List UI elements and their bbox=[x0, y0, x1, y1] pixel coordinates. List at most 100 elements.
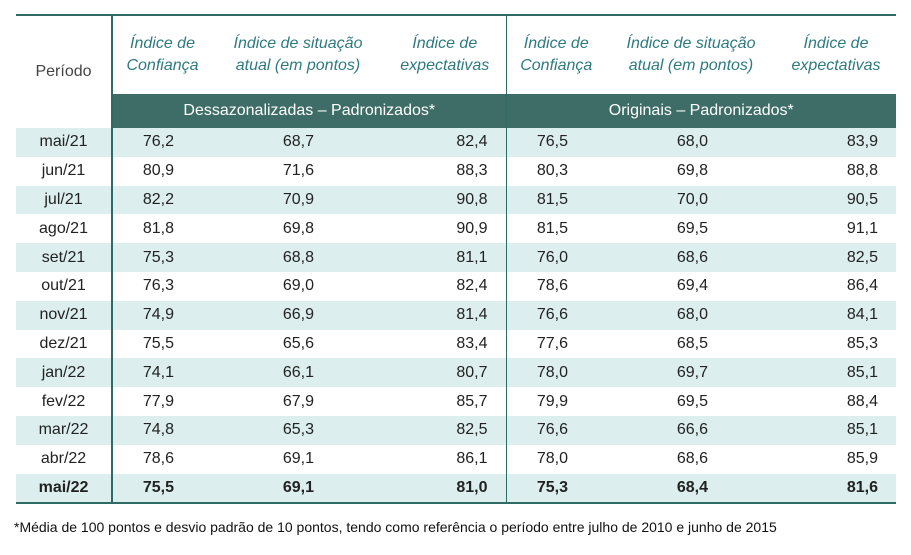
value-cell: 74,8 bbox=[112, 415, 212, 445]
col-header-confidence-orig: Índice de Confiança bbox=[506, 14, 606, 94]
value-cell: 69,7 bbox=[606, 358, 776, 388]
period-cell: fev/22 bbox=[16, 387, 113, 416]
value-cell: 78,0 bbox=[506, 358, 606, 388]
table-row: jan/22 74,1 66,1 80,7 78,0 69,7 85,1 bbox=[16, 358, 896, 388]
value-cell: 81,5 bbox=[506, 185, 606, 215]
value-cell: 82,2 bbox=[112, 185, 212, 215]
value-cell: 66,9 bbox=[212, 300, 384, 330]
value-cell: 68,6 bbox=[606, 444, 776, 474]
col-header-confidence-sa: Índice de Confiança bbox=[112, 14, 212, 94]
col-header-current-situation-orig: Índice de situação atual (em pontos) bbox=[606, 14, 776, 94]
period-cell: set/21 bbox=[16, 243, 113, 272]
value-cell: 85,1 bbox=[776, 358, 896, 388]
value-cell: 74,1 bbox=[112, 358, 212, 388]
value-cell: 78,0 bbox=[506, 444, 606, 474]
value-cell: 90,9 bbox=[384, 214, 507, 244]
period-cell: jul/21 bbox=[16, 185, 113, 215]
value-cell: 80,3 bbox=[506, 156, 606, 186]
value-cell: 68,7 bbox=[212, 128, 384, 157]
table-row: fev/22 77,9 67,9 85,7 79,9 69,5 88,4 bbox=[16, 387, 896, 416]
value-cell: 81,4 bbox=[384, 300, 507, 330]
value-cell: 81,0 bbox=[384, 473, 507, 505]
table-body: mai/21 76,2 68,7 82,4 76,5 68,0 83,9 jun/21 80,9… bbox=[16, 128, 896, 505]
value-cell: 69,1 bbox=[212, 444, 384, 474]
group-header-seasonally-adjusted: Dessazonalizadas – Padronizados* bbox=[112, 94, 507, 128]
value-cell: 66,6 bbox=[606, 415, 776, 445]
value-cell: 75,3 bbox=[112, 243, 212, 272]
value-cell: 70,9 bbox=[212, 185, 384, 215]
value-cell: 86,1 bbox=[384, 444, 507, 474]
value-cell: 82,5 bbox=[384, 415, 507, 445]
period-cell: abr/22 bbox=[16, 444, 113, 474]
value-cell: 81,8 bbox=[112, 214, 212, 244]
value-cell: 68,0 bbox=[606, 300, 776, 330]
value-cell: 85,7 bbox=[384, 387, 507, 416]
value-cell: 86,4 bbox=[776, 271, 896, 301]
value-cell: 69,1 bbox=[212, 473, 384, 505]
value-cell: 76,5 bbox=[506, 128, 606, 157]
period-header: Período bbox=[16, 14, 113, 128]
value-cell: 68,8 bbox=[212, 243, 384, 272]
value-cell: 85,9 bbox=[776, 444, 896, 474]
column-header-row: Período Índice de Confiança Índice de sit… bbox=[16, 14, 896, 128]
value-cell: 88,4 bbox=[776, 387, 896, 416]
value-cell: 81,6 bbox=[776, 473, 896, 505]
value-cell: 85,3 bbox=[776, 329, 896, 359]
value-cell: 75,5 bbox=[112, 329, 212, 359]
table-row: dez/21 75,5 65,6 83,4 77,6 68,5 85,3 bbox=[16, 329, 896, 359]
value-cell: 71,6 bbox=[212, 156, 384, 186]
table-row: abr/22 78,6 69,1 86,1 78,0 68,6 85,9 bbox=[16, 444, 896, 474]
period-cell: jan/22 bbox=[16, 358, 113, 388]
value-cell: 74,9 bbox=[112, 300, 212, 330]
value-cell: 84,1 bbox=[776, 300, 896, 330]
col-header-expectations-sa: Índice de expectativas bbox=[384, 14, 507, 94]
table-row: out/21 76,3 69,0 82,4 78,6 69,4 86,4 bbox=[16, 271, 896, 301]
value-cell: 80,9 bbox=[112, 156, 212, 186]
value-cell: 82,5 bbox=[776, 243, 896, 272]
value-cell: 65,3 bbox=[212, 415, 384, 445]
table-row: jul/21 82,2 70,9 90,8 81,5 70,0 90,5 bbox=[16, 185, 896, 215]
value-cell: 78,6 bbox=[112, 444, 212, 474]
table-row: jun/21 80,9 71,6 88,3 80,3 69,8 88,8 bbox=[16, 156, 896, 186]
period-cell: dez/21 bbox=[16, 329, 113, 359]
value-cell: 80,7 bbox=[384, 358, 507, 388]
value-cell: 88,3 bbox=[384, 156, 507, 186]
value-cell: 68,6 bbox=[606, 243, 776, 272]
period-cell: mar/22 bbox=[16, 415, 113, 445]
value-cell: 82,4 bbox=[384, 271, 507, 301]
group-header-row: Dessazonalizadas – Padronizados* Origina… bbox=[16, 94, 896, 128]
value-cell: 69,5 bbox=[606, 214, 776, 244]
table-row: set/21 75,3 68,8 81,1 76,0 68,6 82,5 bbox=[16, 243, 896, 272]
col-header-current-situation-sa: Índice de situação atual (em pontos) bbox=[212, 14, 384, 94]
value-cell: 65,6 bbox=[212, 329, 384, 359]
value-cell: 83,9 bbox=[776, 128, 896, 157]
value-cell: 68,0 bbox=[606, 128, 776, 157]
table-row: mai/21 76,2 68,7 82,4 76,5 68,0 83,9 bbox=[16, 128, 896, 157]
period-cell: mai/21 bbox=[16, 128, 113, 157]
value-cell: 66,1 bbox=[212, 358, 384, 388]
confidence-index-table: Período Índice de Confiança Índice de sit… bbox=[16, 14, 896, 505]
footnote: *Média de 100 pontos e desvio padrão de … bbox=[14, 519, 777, 535]
value-cell: 69,8 bbox=[212, 214, 384, 244]
value-cell: 81,5 bbox=[506, 214, 606, 244]
table-row: mai/22 75,5 69,1 81,0 75,3 68,4 81,6 bbox=[16, 473, 896, 505]
table-row: nov/21 74,9 66,9 81,4 76,6 68,0 84,1 bbox=[16, 300, 896, 330]
value-cell: 88,8 bbox=[776, 156, 896, 186]
value-cell: 76,6 bbox=[506, 415, 606, 445]
table-row: mar/22 74,8 65,3 82,5 76,6 66,6 85,1 bbox=[16, 415, 896, 445]
value-cell: 76,2 bbox=[112, 128, 212, 157]
period-cell: ago/21 bbox=[16, 214, 113, 244]
value-cell: 69,0 bbox=[212, 271, 384, 301]
period-cell: mai/22 bbox=[16, 473, 113, 505]
value-cell: 68,5 bbox=[606, 329, 776, 359]
value-cell: 75,3 bbox=[506, 473, 606, 505]
period-cell: nov/21 bbox=[16, 300, 113, 330]
value-cell: 78,6 bbox=[506, 271, 606, 301]
value-cell: 77,9 bbox=[112, 387, 212, 416]
period-cell: jun/21 bbox=[16, 156, 113, 186]
value-cell: 69,5 bbox=[606, 387, 776, 416]
value-cell: 69,8 bbox=[606, 156, 776, 186]
value-cell: 82,4 bbox=[384, 128, 507, 157]
value-cell: 91,1 bbox=[776, 214, 896, 244]
